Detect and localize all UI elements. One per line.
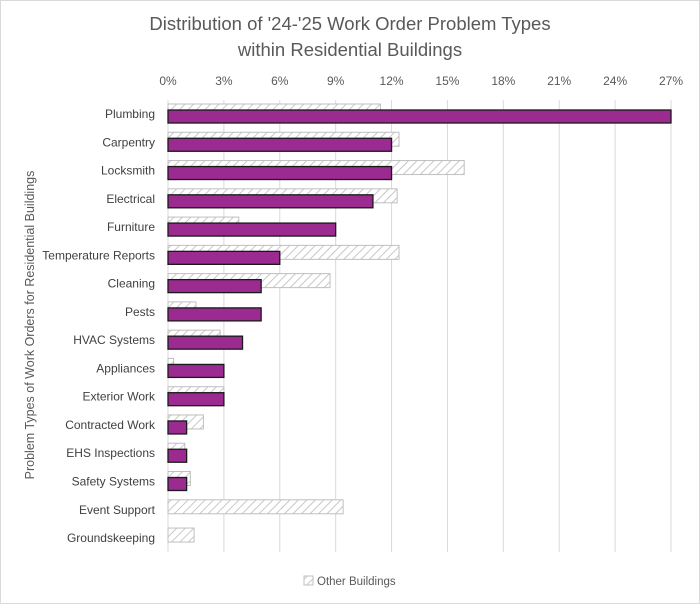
bar-residential — [167, 392, 225, 407]
x-tick-label: 18% — [491, 74, 515, 88]
category-label: Groundskeeping — [67, 531, 155, 545]
category-label: Plumbing — [105, 107, 155, 121]
bar-residential — [167, 278, 262, 294]
bar-residential — [167, 165, 393, 181]
category-label: Contracted Work — [65, 418, 156, 432]
x-tick-label: 3% — [215, 74, 233, 88]
bar-residential — [167, 420, 188, 435]
bar-residential — [167, 250, 281, 266]
bar-residential — [167, 194, 374, 209]
bar-residential — [167, 109, 672, 124]
bar-residential — [167, 363, 225, 379]
bar-residential — [167, 137, 393, 152]
bar-other-buildings — [167, 499, 344, 515]
bar-residential — [167, 476, 188, 492]
category-label: Temperature Reports — [42, 248, 155, 262]
category-label: Safety Systems — [72, 475, 155, 489]
chart-title-line-1: Distribution of '24-'25 Work Order Probl… — [149, 13, 550, 34]
category-label: Exterior Work — [83, 390, 156, 404]
bar-other-buildings — [167, 527, 195, 543]
category-label: Cleaning — [108, 277, 155, 291]
legend-label-other-buildings: Other Buildings — [317, 576, 396, 588]
x-tick-label: 24% — [603, 74, 627, 88]
x-tick-label: 21% — [547, 74, 571, 88]
x-tick-label: 27% — [659, 74, 683, 88]
category-label: Electrical — [106, 192, 155, 206]
x-tick-label: 9% — [327, 74, 345, 88]
category-label: Locksmith — [101, 164, 155, 178]
category-label: Furniture — [107, 220, 155, 234]
legend-swatch-other-buildings — [303, 575, 314, 586]
chart-title-line-2: within Residential Buildings — [237, 39, 462, 60]
bar-residential — [167, 448, 188, 463]
bar-residential — [167, 335, 244, 350]
x-tick-label: 12% — [380, 74, 404, 88]
bar-residential — [167, 222, 337, 237]
category-label: Event Support — [79, 503, 156, 517]
category-label: Pests — [125, 305, 155, 319]
category-label: Appliances — [96, 361, 155, 375]
x-tick-label: 0% — [159, 74, 177, 88]
legend: Other Buildings — [303, 575, 396, 588]
bar-residential — [167, 307, 262, 322]
y-axis-title: Problem Types of Work Orders for Residen… — [23, 171, 37, 480]
x-tick-label: 6% — [271, 74, 289, 88]
category-label: Carpentry — [102, 135, 155, 149]
category-label: EHS Inspections — [66, 446, 155, 460]
category-label: HVAC Systems — [73, 333, 155, 347]
x-tick-label: 15% — [435, 74, 459, 88]
